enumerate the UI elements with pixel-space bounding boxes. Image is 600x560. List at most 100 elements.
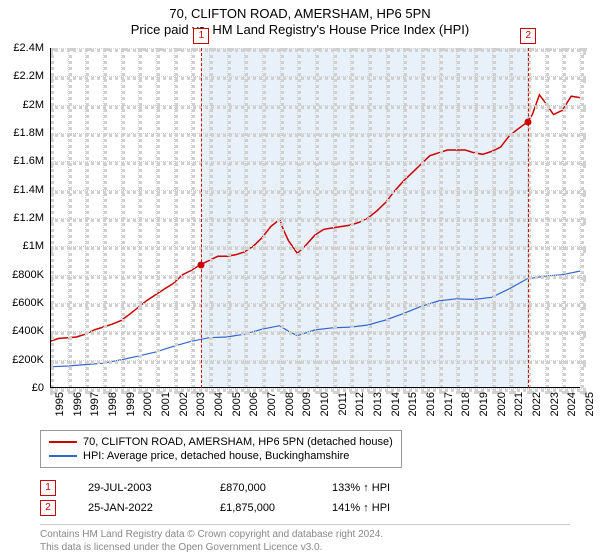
y-axis-label: £1.4M [13,184,44,196]
event-dot-icon [198,261,205,268]
legend-row-price-paid: 70, CLIFTON ROAD, AMERSHAM, HP6 5PN (det… [49,435,393,449]
y-axis-label: £2.4M [13,42,44,54]
event-row: 1 29-JUL-2003 £870,000 133% ↑ HPI [40,478,432,498]
gridline-vertical [103,48,107,394]
event-pct: 133% ↑ HPI [332,482,432,494]
gridline-vertical [439,48,443,394]
x-axis-label: 2000 [142,392,154,416]
gridline-vertical [350,48,354,394]
gridline-vertical [421,48,425,394]
event-marker-icon: 2 [40,500,56,516]
event-line [201,48,202,388]
gridline-vertical [262,48,266,394]
x-axis-label: 2001 [160,392,172,416]
x-axis-label: 2018 [460,392,472,416]
gridline-vertical [492,48,496,394]
chart-area: £0£200K£400K£600K£800K£1M£1.2M£1.4M£1.6M… [50,48,580,388]
x-axis-label: 2008 [284,392,296,416]
x-axis [50,387,580,388]
x-axis-label: 1998 [107,392,119,416]
title-block: 70, CLIFTON ROAD, AMERSHAM, HP6 5PN Pric… [0,0,600,37]
event-row: 2 25-JAN-2022 £1,875,000 141% ↑ HPI [40,498,432,518]
y-axis [50,48,51,388]
y-axis-label: £2M [23,99,44,111]
x-axis-label: 2014 [390,392,402,416]
event-date: 25-JAN-2022 [88,502,188,514]
x-axis-label: 2002 [178,392,190,416]
gridline-vertical [138,48,142,394]
y-axis-label: £1M [23,240,44,252]
x-axis-label: 2016 [425,392,437,416]
event-date: 29-JUL-2003 [88,482,188,494]
legend: 70, CLIFTON ROAD, AMERSHAM, HP6 5PN (det… [40,430,402,468]
x-axis-label: 2010 [319,392,331,416]
gridline-vertical [85,48,89,394]
title-subtitle: Price paid vs. HM Land Registry's House … [0,22,600,37]
x-axis-label: 1995 [54,392,66,416]
y-axis-label: £200K [12,354,44,366]
gridline-vertical [333,48,337,394]
x-axis-label: 2006 [248,392,260,416]
x-axis-label: 1996 [72,392,84,416]
chart-container: 70, CLIFTON ROAD, AMERSHAM, HP6 5PN Pric… [0,0,600,560]
gridline-vertical [280,48,284,394]
event-price: £1,875,000 [220,502,300,514]
event-table: 1 29-JUL-2003 £870,000 133% ↑ HPI 2 25-J… [40,478,432,518]
gridline-vertical [386,48,390,394]
event-marker-icon: 1 [193,28,209,44]
title-address: 70, CLIFTON ROAD, AMERSHAM, HP6 5PN [0,6,600,21]
y-axis-label: £1.6M [13,155,44,167]
footer-copyright: Contains HM Land Registry data © Crown c… [40,528,570,541]
x-axis-label: 2025 [584,392,596,416]
x-axis-label: 2024 [566,392,578,416]
x-axis-label: 2011 [337,392,349,416]
x-axis-label: 2021 [513,392,525,416]
legend-swatch-icon [49,441,77,443]
x-axis-label: 2017 [443,392,455,416]
event-line [528,48,529,388]
gridline-vertical [297,48,301,394]
gridline-vertical [368,48,372,394]
gridline-vertical [315,48,319,394]
gridline-vertical [562,48,566,394]
x-axis-label: 2003 [195,392,207,416]
x-axis-label: 2007 [266,392,278,416]
y-axis-label: £2.2M [13,70,44,82]
gridline-vertical [580,48,584,394]
x-axis-label: 2009 [301,392,313,416]
y-axis-label: £1.2M [13,212,44,224]
x-axis-label: 1997 [89,392,101,416]
x-axis-label: 2019 [478,392,490,416]
legend-row-hpi: HPI: Average price, detached house, Buck… [49,449,393,463]
footer: Contains HM Land Registry data © Crown c… [40,524,570,554]
gridline-vertical [209,48,213,394]
legend-label: 70, CLIFTON ROAD, AMERSHAM, HP6 5PN (det… [83,436,393,448]
x-axis-label: 1999 [125,392,137,416]
y-axis-label: £400K [12,325,44,337]
gridline-vertical [121,48,125,394]
event-price: £870,000 [220,482,300,494]
gridline-vertical [174,48,178,394]
y-axis-label: £1.8M [13,127,44,139]
x-axis-label: 2020 [496,392,508,416]
gridline-vertical [509,48,513,394]
gridline-vertical [68,48,72,394]
gridline-vertical [191,48,195,394]
gridline-vertical [244,48,248,394]
gridline-vertical [474,48,478,394]
gridline-vertical [403,48,407,394]
gridline-vertical [227,48,231,394]
x-axis-label: 2004 [213,392,225,416]
legend-label: HPI: Average price, detached house, Buck… [83,450,349,462]
x-axis-label: 2005 [231,392,243,416]
x-axis-label: 2015 [407,392,419,416]
x-axis-label: 2023 [549,392,561,416]
x-axis-label: 2012 [354,392,366,416]
event-pct: 141% ↑ HPI [332,502,432,514]
event-dot-icon [525,119,532,126]
legend-swatch-icon [49,455,77,457]
x-axis-label: 2022 [531,392,543,416]
footer-licence: This data is licensed under the Open Gov… [40,541,570,554]
event-marker-icon: 1 [40,480,56,496]
event-marker-icon: 2 [520,28,536,44]
